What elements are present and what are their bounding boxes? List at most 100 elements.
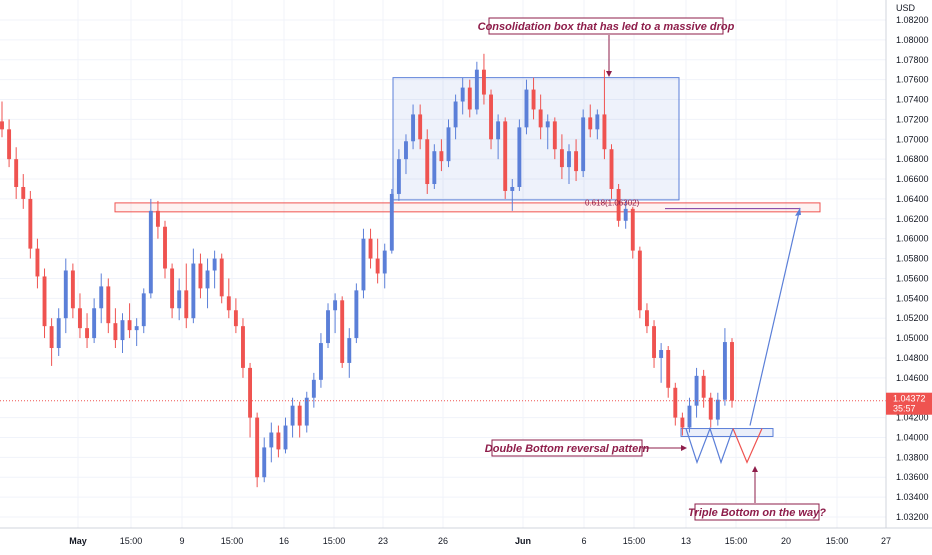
consolidation-annotation-text: Consolidation box that has led to a mass… <box>478 21 735 33</box>
x-tick-label: 15:00 <box>120 536 143 546</box>
candle-body <box>375 258 380 274</box>
x-tick-label: 6 <box>581 536 586 546</box>
y-tick-label: 1.05800 <box>896 254 929 264</box>
candle-body <box>262 447 267 478</box>
candle-body <box>233 310 238 327</box>
annotations: 0.618(1.06302) Consolidation box that has… <box>0 17 886 521</box>
candle-body <box>559 149 564 168</box>
candle-body <box>574 151 579 172</box>
y-tick-label: 1.07200 <box>896 114 929 124</box>
candle-body <box>552 121 557 150</box>
candle-body <box>418 114 423 140</box>
candle-body <box>361 238 366 291</box>
candle-body <box>567 151 571 168</box>
candle-body <box>715 399 720 420</box>
candle-body <box>730 342 734 401</box>
y-tick-label: 1.03400 <box>896 492 929 502</box>
candle-body <box>623 208 628 221</box>
x-tick-label: 26 <box>438 536 448 546</box>
bottom-zone-box <box>680 428 774 437</box>
candle-body <box>347 338 352 363</box>
triple-bottom-annotation-text: Triple Bottom on the way? <box>688 507 826 519</box>
x-tick-label: 20 <box>781 536 791 546</box>
x-tick-label: 15:00 <box>221 536 244 546</box>
triple-bottom-annotation: Triple Bottom on the way? <box>688 503 826 521</box>
candle-body <box>155 210 160 227</box>
candle-body <box>439 151 444 162</box>
y-tick-label: 1.05200 <box>896 313 929 323</box>
x-tick-label: May <box>69 536 87 546</box>
x-tick-label: Jun <box>515 536 531 546</box>
candle-body <box>687 405 692 428</box>
candle-body <box>134 326 139 331</box>
candle-body <box>538 109 543 128</box>
fib-label: 0.618(1.06302) <box>585 199 640 208</box>
candle-body <box>42 276 47 327</box>
y-tick-label: 1.08200 <box>896 15 929 25</box>
candle-body <box>297 405 302 426</box>
candle-body <box>219 258 224 297</box>
candle-body <box>241 326 245 368</box>
candle-body <box>7 129 12 160</box>
candle-body <box>70 270 75 309</box>
x-tick-label: 15:00 <box>725 536 748 546</box>
candle-body <box>184 290 189 319</box>
candle-body <box>21 186 26 199</box>
y-tick-label: 1.06000 <box>896 234 929 244</box>
candle-body <box>113 323 118 341</box>
candle-body <box>701 375 706 398</box>
candle-body <box>602 114 607 150</box>
candle-body <box>28 198 33 249</box>
candle-body <box>290 405 295 426</box>
candle-body <box>14 159 19 187</box>
candle-body <box>148 210 153 294</box>
candle-body <box>354 290 359 339</box>
candle-body <box>49 326 54 349</box>
candle-body <box>141 293 146 327</box>
triple-bottom-pointer-head <box>752 466 758 472</box>
projection-arrow-head <box>795 207 801 216</box>
drawing-layer <box>114 77 821 437</box>
candle-body <box>432 151 437 185</box>
candle-body <box>659 350 664 358</box>
y-tick-label: 1.06200 <box>896 214 929 224</box>
candle-body <box>170 268 175 309</box>
candle-body <box>106 286 111 324</box>
candle-body <box>120 320 125 341</box>
candle-body <box>446 127 451 162</box>
y-tick-label: 1.03600 <box>896 472 929 482</box>
candle-body <box>340 300 345 363</box>
x-tick-label: 9 <box>179 536 184 546</box>
candle-body <box>163 226 167 269</box>
y-tick-label: 1.05400 <box>896 293 929 303</box>
x-tick-label: 27 <box>881 536 891 546</box>
candle-body <box>595 114 600 130</box>
current-price-countdown: 35:57 <box>893 404 916 414</box>
candle-body <box>304 397 309 426</box>
candle-body <box>645 310 649 327</box>
candle-body <box>510 186 515 191</box>
y-tick-label: 1.06800 <box>896 154 929 164</box>
x-tick-label: 15:00 <box>623 536 646 546</box>
y-tick-label: 1.03200 <box>896 512 929 522</box>
triple-bottom-annotation-box <box>694 503 820 521</box>
y-tick-label: 1.07800 <box>896 55 929 65</box>
current-price-value: 1.04372 <box>893 394 926 404</box>
candle-body <box>191 263 196 319</box>
candle-body <box>35 248 40 277</box>
support-zone-box <box>114 202 821 213</box>
candle-body <box>609 149 614 189</box>
double-bottom-annotation: Double Bottom reversal pattern <box>485 439 650 457</box>
candle-body <box>425 139 430 185</box>
candle-body <box>226 296 231 311</box>
candle-body <box>404 141 408 160</box>
double-bottom-annotation-text: Double Bottom reversal pattern <box>485 443 650 455</box>
candle-body <box>99 286 104 309</box>
y-tick-label: 1.07400 <box>896 95 929 105</box>
candle-body <box>205 270 210 289</box>
candle-body <box>276 432 281 450</box>
candle-body <box>411 114 416 142</box>
consolidation-box <box>392 77 680 201</box>
candle-body <box>694 375 699 406</box>
